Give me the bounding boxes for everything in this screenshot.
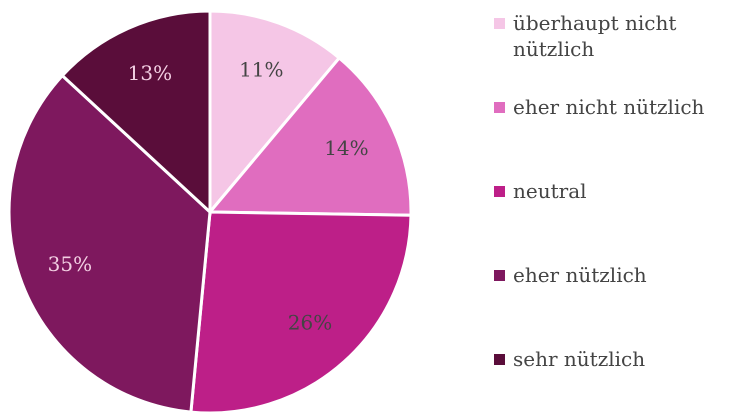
legend-label: eher nicht nützlich <box>513 95 705 119</box>
legend-swatch <box>494 102 505 113</box>
legend-item: eher nicht nützlich <box>494 94 704 120</box>
legend-label: neutral <box>513 179 587 203</box>
slice-label: 35% <box>48 252 92 276</box>
pie-slice <box>208 9 342 217</box>
pie-slice <box>206 55 413 217</box>
legend-item: eher nützlich <box>494 262 647 288</box>
legend-item: sehr nützlich <box>494 346 645 372</box>
slice-label: 13% <box>128 61 172 85</box>
legend-item: neutral <box>494 178 587 204</box>
pie-slice <box>7 73 212 412</box>
legend-swatch <box>494 18 505 29</box>
legend-label: eher nützlich <box>513 263 647 287</box>
legend-swatch <box>494 186 505 197</box>
pie-slice <box>60 9 212 216</box>
slice-label: 26% <box>288 310 332 334</box>
legend-swatch <box>494 354 505 365</box>
legend-label: sehr nützlich <box>513 347 646 371</box>
legend-swatch <box>494 270 505 281</box>
slice-label: 11% <box>239 58 283 82</box>
slice-label: 14% <box>324 136 368 160</box>
legend-item: überhaupt nicht nützlich <box>494 10 729 62</box>
legend-label: überhaupt nicht nützlich <box>513 11 677 61</box>
